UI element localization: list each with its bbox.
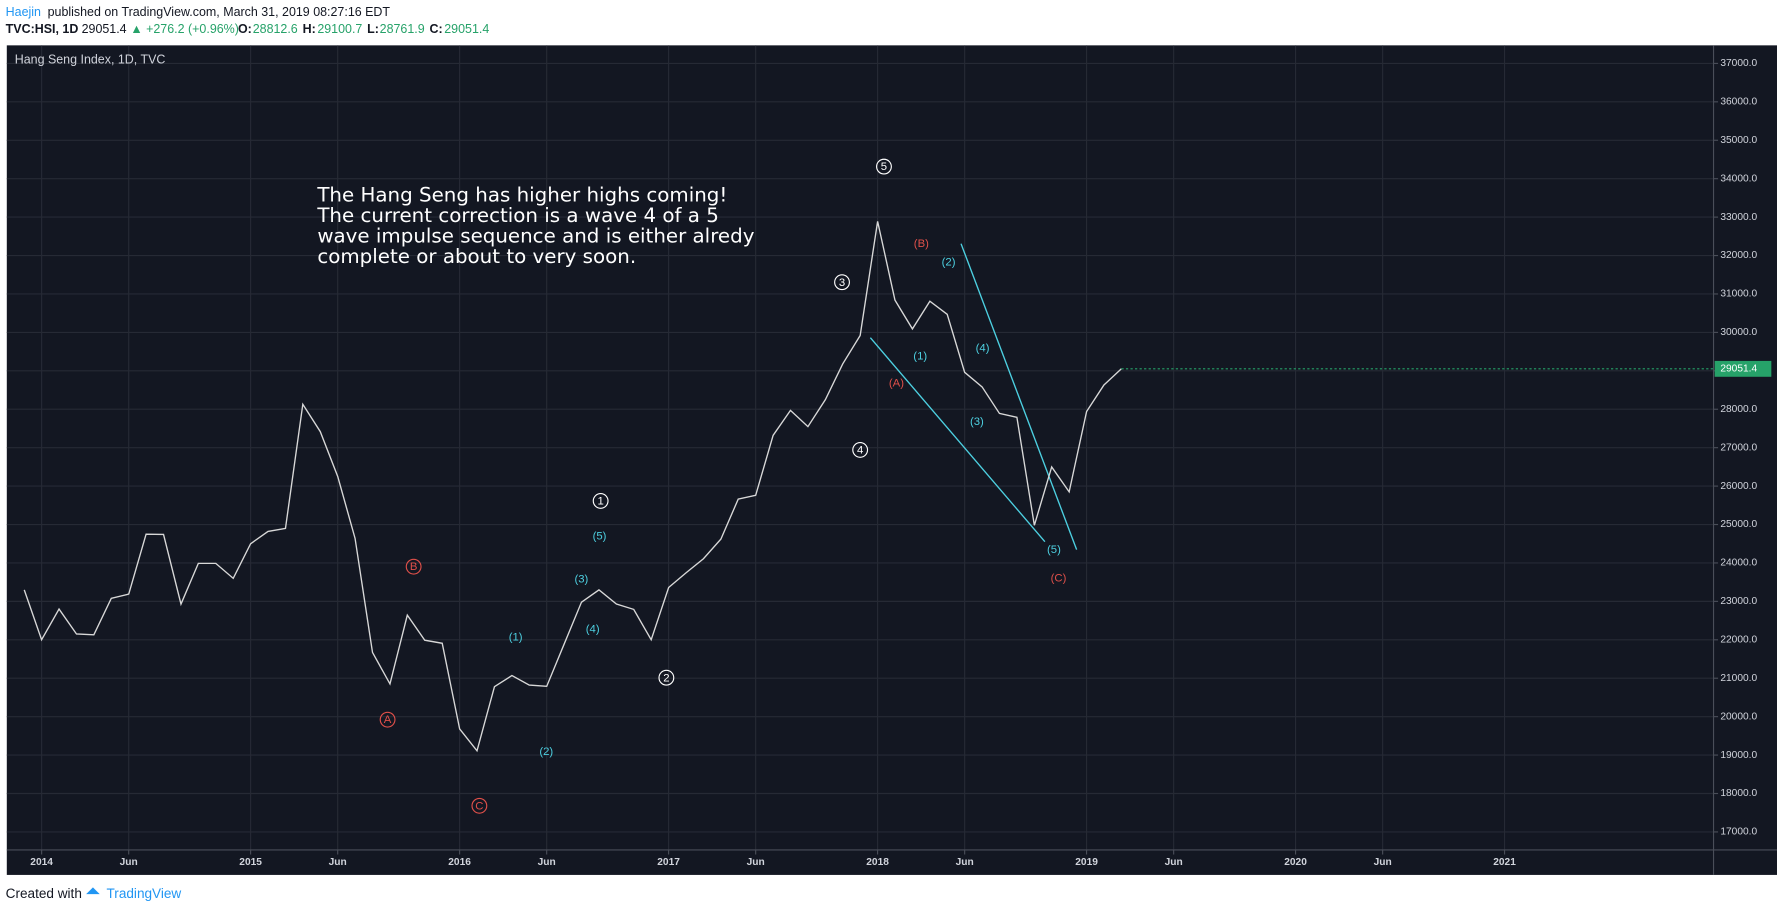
x-tick-label: 2021 — [1493, 857, 1516, 868]
y-tick-label: 33000.0 — [1720, 212, 1757, 223]
x-tick-label: Jun — [538, 857, 556, 868]
x-tick-label: Jun — [956, 857, 974, 868]
y-tick-label: 25000.0 — [1720, 519, 1757, 530]
annotation-note: complete or about to very soon. — [317, 245, 636, 268]
wave-label: (1) — [913, 350, 927, 362]
wave-label: (5) — [593, 531, 607, 543]
y-tick-label: 37000.0 — [1720, 58, 1757, 69]
wave-label: 1 — [597, 496, 603, 508]
last-price-box — [1714, 360, 1772, 377]
y-tick-label: 19000.0 — [1720, 750, 1757, 761]
y-tick-label: 28000.0 — [1720, 404, 1757, 415]
wave-label: (C) — [1051, 573, 1067, 585]
y-tick-label: 23000.0 — [1720, 596, 1757, 607]
x-tick-label: 2018 — [866, 857, 889, 868]
wave-label: (4) — [586, 624, 600, 636]
wave-label: (3) — [574, 574, 588, 586]
x-tick-label: 2016 — [448, 857, 471, 868]
y-tick-label: 18000.0 — [1720, 788, 1757, 799]
y-tick-label: 32000.0 — [1720, 250, 1757, 261]
published: published on TradingView.com, March 31, … — [48, 5, 391, 19]
y-tick-label: 35000.0 — [1720, 135, 1757, 146]
wave-label: B — [410, 561, 418, 573]
x-tick-label: Jun — [747, 857, 765, 868]
footer-brand[interactable]: TradingView — [107, 886, 182, 901]
trend-line — [960, 243, 1078, 550]
last-price: 29051.4 — [82, 22, 127, 36]
chart-panel — [6, 45, 1777, 875]
wave-label: (5) — [1047, 544, 1061, 556]
y-tick-label: 31000.0 — [1720, 289, 1757, 300]
author[interactable]: Haejin — [6, 5, 41, 19]
x-tick-label: Jun — [1374, 857, 1392, 868]
wave-circle — [834, 274, 850, 291]
x-tick-label: Jun — [329, 857, 347, 868]
y-tick-label: 21000.0 — [1720, 673, 1757, 684]
y-tick-label: 30000.0 — [1720, 327, 1757, 338]
low-label: L: — [367, 22, 379, 36]
wave-label: (1) — [509, 631, 523, 643]
logo — [86, 887, 100, 895]
y-tick-label: 36000.0 — [1720, 97, 1757, 108]
last-price-label: 29051.4 — [1720, 364, 1757, 375]
x-tick-label: 2017 — [657, 857, 680, 868]
wave-label: (2) — [539, 746, 553, 758]
high-label: H: — [303, 22, 316, 36]
wave-label: 4 — [857, 445, 863, 457]
wave-label: 2 — [663, 672, 669, 684]
y-tick-label: 27000.0 — [1720, 442, 1757, 453]
low: 28761.9 — [380, 22, 425, 36]
close-label: C: — [430, 22, 443, 36]
wave-label: (A) — [889, 378, 904, 390]
change: ▲ +276.2 (+0.96%) — [130, 22, 239, 36]
wave-circle — [592, 493, 609, 509]
y-tick-label: 34000.0 — [1720, 173, 1757, 184]
wave-circle — [876, 158, 892, 175]
y-tick-label: 22000.0 — [1720, 634, 1757, 645]
y-tick-label: 20000.0 — [1720, 711, 1757, 722]
wave-label: (4) — [976, 343, 990, 355]
wave-label: (3) — [970, 416, 984, 428]
close: 29051.4 — [444, 22, 489, 36]
annotation-note: wave impulse sequence and is either alre… — [317, 224, 754, 247]
trend-line — [869, 337, 1046, 543]
price-line — [23, 221, 1122, 753]
x-tick-label: 2014 — [30, 857, 53, 868]
x-tick-label: 2019 — [1075, 857, 1098, 868]
annotation-note: The Hang Seng has higher highs coming! — [316, 184, 727, 207]
high: 29100.7 — [317, 22, 362, 36]
y-tick-label: 24000.0 — [1720, 558, 1757, 569]
y-tick-label: 17000.0 — [1720, 827, 1757, 838]
x-tick-label: Jun — [120, 857, 138, 868]
chart-title: Hang Seng Index, 1D, TVC — [15, 52, 166, 66]
x-tick-label: Jun — [1165, 857, 1183, 868]
wave-label: A — [384, 714, 392, 726]
wave-circle — [379, 711, 396, 728]
open-label: O: — [238, 22, 252, 36]
wave-label: (B) — [914, 238, 929, 250]
wave-label: C — [475, 800, 483, 812]
wave-circle — [471, 797, 488, 814]
x-tick-label: 2020 — [1284, 857, 1307, 868]
x-tick-label: 2015 — [239, 857, 262, 868]
symbol: TVC:HSI, 1D — [6, 22, 79, 36]
wave-circle — [405, 558, 422, 575]
wave-label: 3 — [839, 277, 845, 289]
footer-created: Created with — [6, 886, 82, 901]
annotation-note: The current correction is a wave 4 of a … — [316, 204, 719, 227]
wave-circle — [658, 669, 675, 686]
open: 28812.6 — [253, 22, 298, 36]
y-tick-label: 26000.0 — [1720, 481, 1757, 492]
wave-circle — [852, 442, 869, 458]
wave-label: (2) — [942, 256, 956, 268]
wave-label: 5 — [881, 161, 887, 173]
